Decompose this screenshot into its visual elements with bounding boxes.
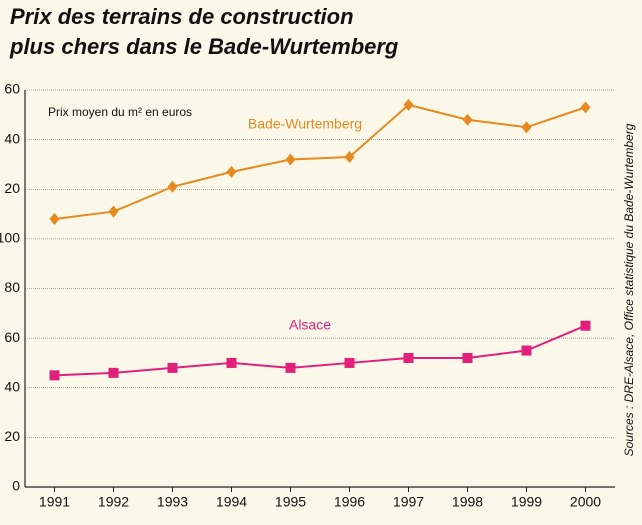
x-tick-label: 2000 — [570, 494, 601, 510]
series-label: Alsace — [289, 317, 331, 333]
subtitle: Prix moyen du m² en euros — [48, 105, 192, 119]
y-tick-label: 100 — [0, 230, 20, 246]
marker — [49, 370, 60, 381]
marker — [226, 357, 237, 368]
x-tick-label: 1997 — [393, 494, 424, 510]
marker — [462, 113, 473, 126]
marker — [521, 121, 532, 134]
marker — [226, 165, 237, 178]
marker — [285, 153, 296, 166]
x-tick-label: 1994 — [216, 494, 247, 510]
source: Sources : DRE-Alsace, Office statistique… — [622, 123, 636, 456]
marker — [167, 362, 178, 373]
marker — [108, 367, 119, 378]
marker — [344, 150, 355, 163]
marker — [285, 362, 296, 373]
marker — [49, 213, 60, 226]
x-tick-label: 1993 — [157, 494, 188, 510]
x-tick-label: 1996 — [334, 494, 365, 510]
y-tick-label: 80 — [4, 279, 20, 295]
y-tick-label: 60 — [4, 81, 20, 97]
x-tick-label: 1999 — [511, 494, 542, 510]
series-line — [54, 324, 586, 377]
marker — [167, 180, 178, 193]
x-tick-label: 1992 — [98, 494, 129, 510]
marker — [108, 205, 119, 218]
marker — [521, 345, 532, 356]
series-label: Bade-Wurtemberg — [248, 116, 362, 132]
marker — [403, 98, 414, 111]
chart-title: plus chers dans le Bade-Wurtemberg — [9, 34, 399, 59]
marker — [580, 320, 591, 331]
y-tick-label: 40 — [4, 378, 20, 394]
y-tick-label: 20 — [4, 428, 20, 444]
marker — [344, 357, 355, 368]
y-tick-label: 40 — [4, 130, 20, 146]
x-tick-label: 1995 — [275, 494, 306, 510]
marker — [462, 352, 473, 363]
marker — [580, 101, 591, 114]
chart-title: Prix des terrains de construction — [10, 4, 354, 29]
x-tick-label: 1998 — [452, 494, 483, 510]
x-tick-label: 1991 — [39, 494, 70, 510]
series-line — [54, 103, 586, 221]
y-tick-label: 20 — [4, 180, 20, 196]
y-tick-label: 0 — [12, 478, 20, 494]
marker — [403, 352, 414, 363]
y-tick-label: 60 — [4, 329, 20, 345]
